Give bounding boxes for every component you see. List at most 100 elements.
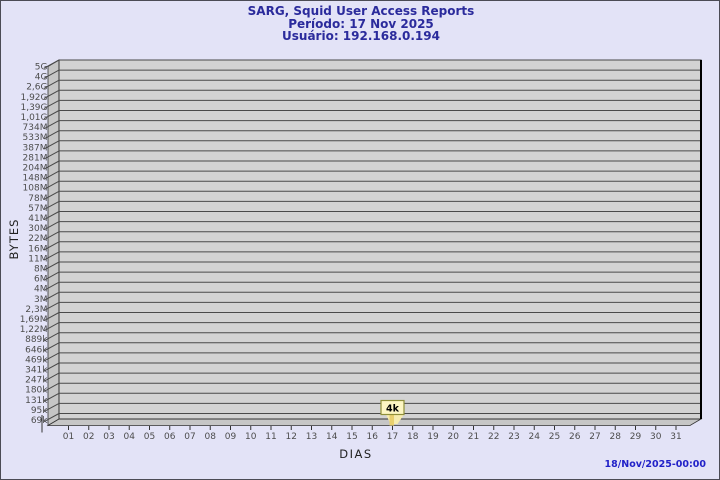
x-tick-label: 28 bbox=[610, 432, 622, 442]
y-tick bbox=[43, 241, 60, 251]
x-tick-label: 10 bbox=[245, 432, 257, 442]
y-tick-label: 4M bbox=[34, 285, 48, 295]
y-tick bbox=[43, 221, 60, 231]
x-tick-label: 18 bbox=[407, 432, 419, 442]
value-flag-box bbox=[380, 399, 405, 416]
x-tick-label: 21 bbox=[468, 432, 479, 442]
x-tick-label: 31 bbox=[670, 432, 681, 442]
chart-header: SARG, Squid User Access Reports Período:… bbox=[1, 4, 719, 43]
x-tick-label: 26 bbox=[569, 432, 581, 442]
x-tick-label: 08 bbox=[205, 432, 217, 442]
y-tick-label: 3M bbox=[34, 295, 48, 305]
y-tick bbox=[43, 170, 60, 180]
chart-period: Período: 17 Nov 2025 bbox=[288, 16, 434, 31]
y-tick bbox=[43, 312, 60, 322]
y-tick-label: 57M bbox=[28, 204, 47, 214]
y-tick-label: 646k bbox=[25, 345, 48, 355]
y-tick-label: 5G bbox=[35, 63, 48, 73]
y-tick bbox=[43, 59, 60, 69]
y-tick bbox=[43, 362, 60, 372]
y-tick-label: 30M bbox=[28, 224, 47, 234]
y-tick-label: 281M bbox=[23, 153, 48, 163]
x-tick-label: 15 bbox=[346, 432, 357, 442]
y-tick bbox=[43, 402, 60, 413]
x-tick-label: 07 bbox=[184, 432, 195, 442]
y-tick bbox=[43, 140, 60, 150]
x-tick-label: 12 bbox=[286, 432, 297, 442]
y-tick-label: 2,3M bbox=[25, 305, 47, 315]
y-tick bbox=[43, 352, 60, 362]
y-tick-label: 148M bbox=[23, 174, 48, 184]
y-tick bbox=[43, 382, 60, 392]
y-tick bbox=[43, 200, 60, 211]
x-tick-label: 25 bbox=[549, 432, 560, 442]
y-tick-label: 180k bbox=[25, 386, 48, 396]
x-tick-label: 17 bbox=[387, 432, 398, 442]
y-tick-label: 78M bbox=[28, 194, 47, 204]
chart-title: SARG, Squid User Access Reports bbox=[247, 4, 475, 18]
y-tick bbox=[43, 261, 60, 271]
x-tick-label: 24 bbox=[529, 432, 541, 442]
y-tick-label: 204M bbox=[23, 164, 48, 174]
y-tick bbox=[43, 271, 60, 281]
x-tick-label: 29 bbox=[630, 432, 642, 442]
y-tick-label: 734M bbox=[23, 123, 48, 133]
x-tick-label: 30 bbox=[650, 432, 662, 442]
x-tick-label: 05 bbox=[144, 432, 155, 442]
y-tick bbox=[43, 180, 60, 190]
y-tick-label: 2,6G bbox=[26, 83, 47, 93]
y-tick bbox=[43, 392, 60, 402]
y-tick bbox=[43, 69, 60, 79]
y-tick-label: 6M bbox=[34, 275, 48, 285]
y-tick bbox=[43, 79, 60, 89]
y-tick-label: 131k bbox=[25, 396, 48, 406]
y-tick-label: 1,01G bbox=[20, 113, 47, 123]
y-tick-label: 387M bbox=[23, 143, 48, 153]
y-tick-label: 1,92G bbox=[20, 93, 47, 103]
y-tick bbox=[43, 89, 60, 99]
x-tick-label: 03 bbox=[103, 432, 114, 442]
y-tick bbox=[43, 190, 60, 200]
y-tick bbox=[43, 99, 60, 110]
y-tick bbox=[43, 130, 60, 140]
y-tick-label: 11M bbox=[28, 254, 47, 264]
y-tick-label: 41M bbox=[28, 214, 47, 224]
x-tick-label: 09 bbox=[225, 432, 237, 442]
y-tick-label: 469k bbox=[25, 355, 48, 365]
y-tick bbox=[43, 372, 60, 382]
y-tick-label: 108M bbox=[23, 184, 48, 194]
x-tick-label: 02 bbox=[83, 432, 94, 442]
plot-area bbox=[58, 59, 702, 420]
y-tick bbox=[43, 150, 60, 160]
y-tick-label: 69k bbox=[31, 416, 48, 426]
x-tick-label: 06 bbox=[164, 432, 176, 442]
x-axis-title: DIAS bbox=[339, 447, 373, 461]
x-tick-label: 22 bbox=[488, 432, 499, 442]
x-tick-label: 11 bbox=[265, 432, 276, 442]
y-tick bbox=[43, 342, 60, 352]
report-timestamp: 18/Nov/2025-00:00 bbox=[604, 459, 706, 470]
y-tick-label: 889k bbox=[25, 335, 48, 345]
y-tick-label: 4G bbox=[35, 73, 48, 83]
y-tick-label: 247k bbox=[25, 376, 48, 386]
value-flag-stem bbox=[389, 414, 394, 426]
y-tick-label: 533M bbox=[23, 133, 48, 143]
y-tick-label: 22M bbox=[28, 234, 47, 244]
chart-floor bbox=[46, 418, 703, 426]
value-flag-label: 4k bbox=[386, 404, 400, 415]
x-tick-label: 04 bbox=[124, 432, 136, 442]
y-tick bbox=[43, 322, 60, 332]
chart-user: Usuário: 192.168.0.194 bbox=[282, 29, 440, 43]
x-tick-label: 13 bbox=[306, 432, 317, 442]
y-tick-label: 1,39G bbox=[20, 103, 47, 113]
y-tick bbox=[43, 211, 60, 221]
y-tick bbox=[43, 332, 60, 342]
x-tick-label: 14 bbox=[326, 432, 338, 442]
x-tick-label: 19 bbox=[427, 432, 439, 442]
y-tick bbox=[43, 231, 60, 241]
y-tick bbox=[43, 413, 60, 423]
x-tick-label: 01 bbox=[63, 432, 74, 442]
x-tick-label: 23 bbox=[508, 432, 519, 442]
